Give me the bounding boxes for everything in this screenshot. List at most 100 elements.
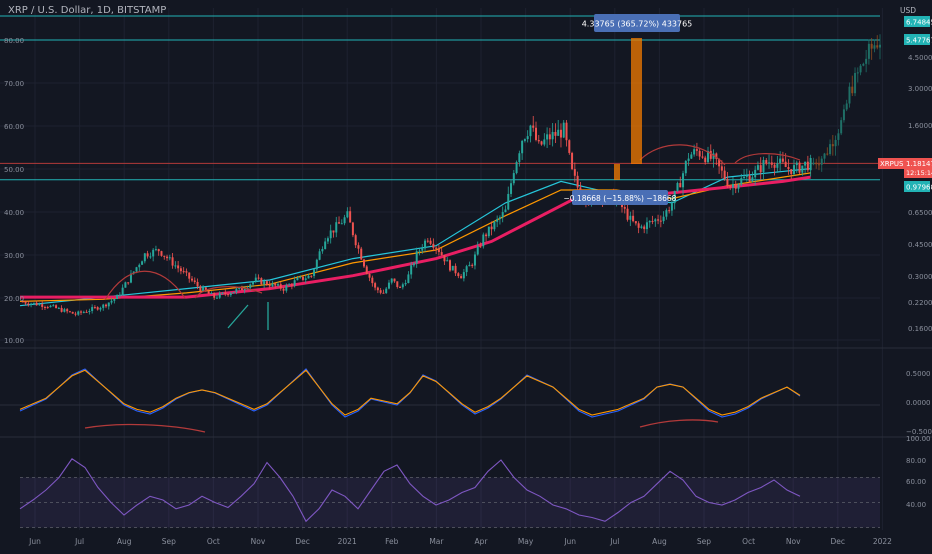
candle-body	[426, 240, 429, 242]
candle-body	[424, 240, 427, 249]
candle-body	[27, 303, 30, 305]
candle-body	[335, 222, 338, 233]
ma-orange-line	[19, 172, 811, 302]
candle-body	[116, 295, 119, 300]
measure-label-up: 4.33765 (365.72%) 433765	[582, 14, 692, 32]
candle-body	[141, 261, 144, 265]
candle-body	[318, 251, 321, 260]
candle-body	[385, 288, 388, 294]
candle-body	[521, 140, 524, 154]
candle-body	[418, 250, 421, 252]
candle-body	[823, 153, 826, 159]
candle-body	[379, 290, 382, 293]
candle-body	[138, 264, 141, 268]
candle-body	[46, 307, 49, 309]
candle-body	[457, 273, 460, 277]
x-axis-tick: Oct	[207, 537, 220, 546]
candle-body	[343, 217, 346, 224]
measure-bar	[631, 38, 642, 164]
candle-body	[768, 162, 771, 164]
currency-label: USD	[900, 6, 916, 15]
candle-body	[55, 305, 58, 309]
candle-body	[301, 276, 304, 280]
candle-body	[288, 284, 291, 286]
candle-body	[254, 277, 257, 282]
candle-body	[798, 162, 801, 173]
candle-body	[501, 212, 504, 218]
candle-body	[731, 184, 734, 188]
rsi-axis-tick: 60.00	[906, 478, 926, 486]
candle-body	[515, 162, 518, 174]
candle-body	[734, 184, 737, 189]
candle-body	[371, 277, 374, 284]
x-axis-tick: Jul	[609, 537, 619, 546]
projection-candles	[812, 34, 881, 172]
candle-body	[268, 284, 271, 287]
candle-body	[77, 311, 80, 315]
candle-body	[290, 284, 293, 286]
chart-title: XRP / U.S. Dollar, 1D, BITSTAMP	[8, 5, 167, 16]
candle-body	[429, 240, 432, 244]
left-axis-tick: 20.00	[4, 295, 24, 303]
candle-body	[351, 222, 354, 236]
candle-body	[523, 139, 526, 141]
candle-body	[107, 302, 110, 307]
x-axis-tick: Aug	[652, 537, 667, 546]
candle-body	[790, 169, 793, 175]
candle-body	[412, 263, 415, 266]
x-axis-tick: Feb	[385, 537, 399, 546]
candle-body	[387, 282, 390, 289]
candle-body	[49, 305, 52, 308]
price-candles	[21, 116, 812, 317]
candle-body	[446, 260, 449, 262]
candle-body	[748, 175, 751, 182]
candle-body	[879, 44, 881, 48]
candle-body	[191, 278, 193, 281]
candle-body	[848, 86, 851, 104]
candle-body	[91, 307, 94, 312]
candle-body	[285, 285, 288, 291]
candle-body	[35, 302, 38, 306]
annotation-arrow	[227, 304, 249, 329]
candle-body	[349, 211, 352, 223]
candle-body	[535, 127, 537, 140]
candle-body	[146, 253, 149, 257]
candle-body	[551, 131, 554, 140]
candle-body	[382, 292, 385, 294]
candle-body	[510, 183, 513, 194]
candle-body	[63, 309, 66, 312]
candle-body	[315, 259, 318, 270]
candle-body	[127, 282, 130, 284]
candle-body	[471, 264, 474, 266]
right-axis-tick: 0.16000	[908, 325, 932, 333]
candle-body	[726, 178, 729, 187]
annotation-arc	[639, 144, 726, 166]
candle-body	[437, 248, 440, 253]
candle-body	[695, 149, 698, 151]
candle-body	[809, 158, 812, 171]
candle-body	[687, 158, 690, 161]
candle-body	[676, 183, 679, 191]
osc-axis-tick: 0.5000	[906, 370, 931, 378]
candle-body	[537, 139, 540, 142]
x-axis-tick: Oct	[742, 537, 755, 546]
candle-body	[507, 193, 510, 210]
candle-body	[548, 134, 551, 140]
candle-body	[218, 293, 221, 298]
left-axis-tick: 40.00	[4, 209, 24, 217]
candle-body	[393, 278, 396, 282]
candle-body	[817, 164, 820, 166]
x-axis-tick: Sep	[697, 537, 711, 546]
candle-body	[482, 234, 485, 247]
candle-body	[376, 287, 379, 291]
left-axis-tick: 60.00	[4, 123, 24, 131]
candle-body	[529, 125, 532, 137]
candle-body	[787, 167, 790, 170]
candle-body	[784, 161, 787, 168]
osc-divergence-line	[639, 419, 719, 428]
candle-body	[199, 286, 202, 292]
candle-body	[346, 211, 349, 218]
candle-body	[274, 283, 277, 286]
candle-body	[174, 265, 177, 267]
